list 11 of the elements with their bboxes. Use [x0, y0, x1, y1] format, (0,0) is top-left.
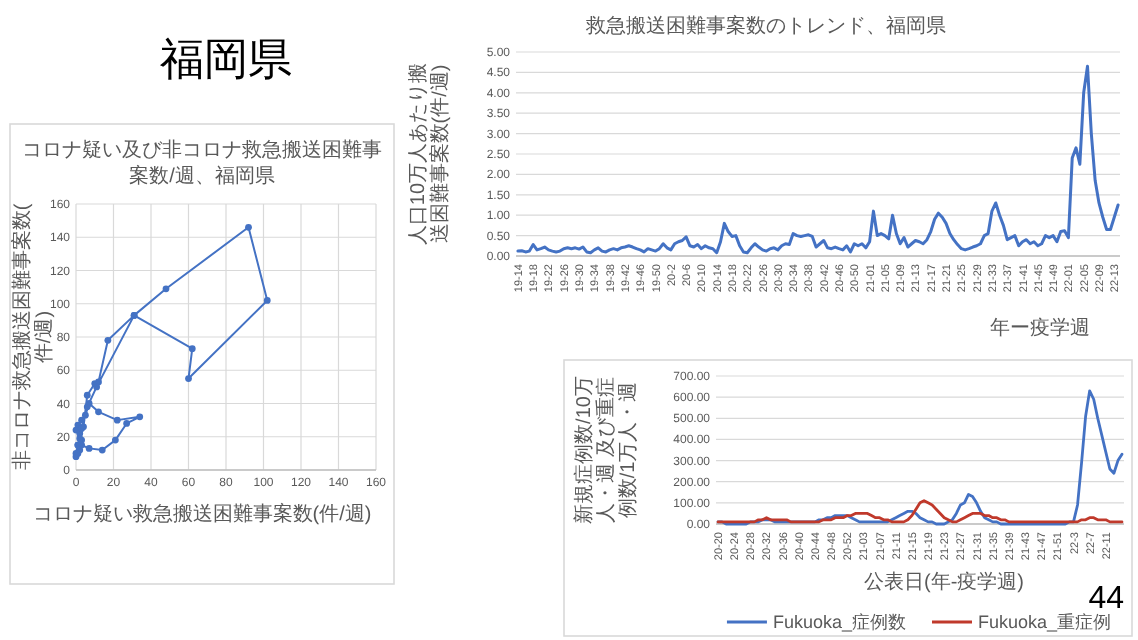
chart-title: コロナ疑い及び非コロナ救急搬送困難事案数/週、福岡県 — [22, 138, 382, 188]
text: 44 — [1088, 582, 1125, 616]
x-axis-title: コロナ疑い救急搬送困難事案数(件/週) — [32, 502, 372, 526]
chart-title: 救急搬送困難事案数のトレンド、福岡県 — [584, 14, 946, 38]
x-axis-title: 公表日(年-疫学週) — [864, 570, 1024, 594]
legend-label: Fukuoka_症例数 — [772, 612, 906, 632]
y-axis-title: 人口10万人あたり搬送困難事案数(件/週) — [406, 62, 452, 246]
legend-label: Fukuoka_重症例 — [978, 612, 1112, 632]
y-axis-title: 新規症例数/10万人・週 及び重症例数/1万人・週 — [572, 376, 640, 524]
text: 福岡県 — [160, 34, 292, 84]
x-axis-title: 年ー疫学週 — [990, 316, 1090, 340]
